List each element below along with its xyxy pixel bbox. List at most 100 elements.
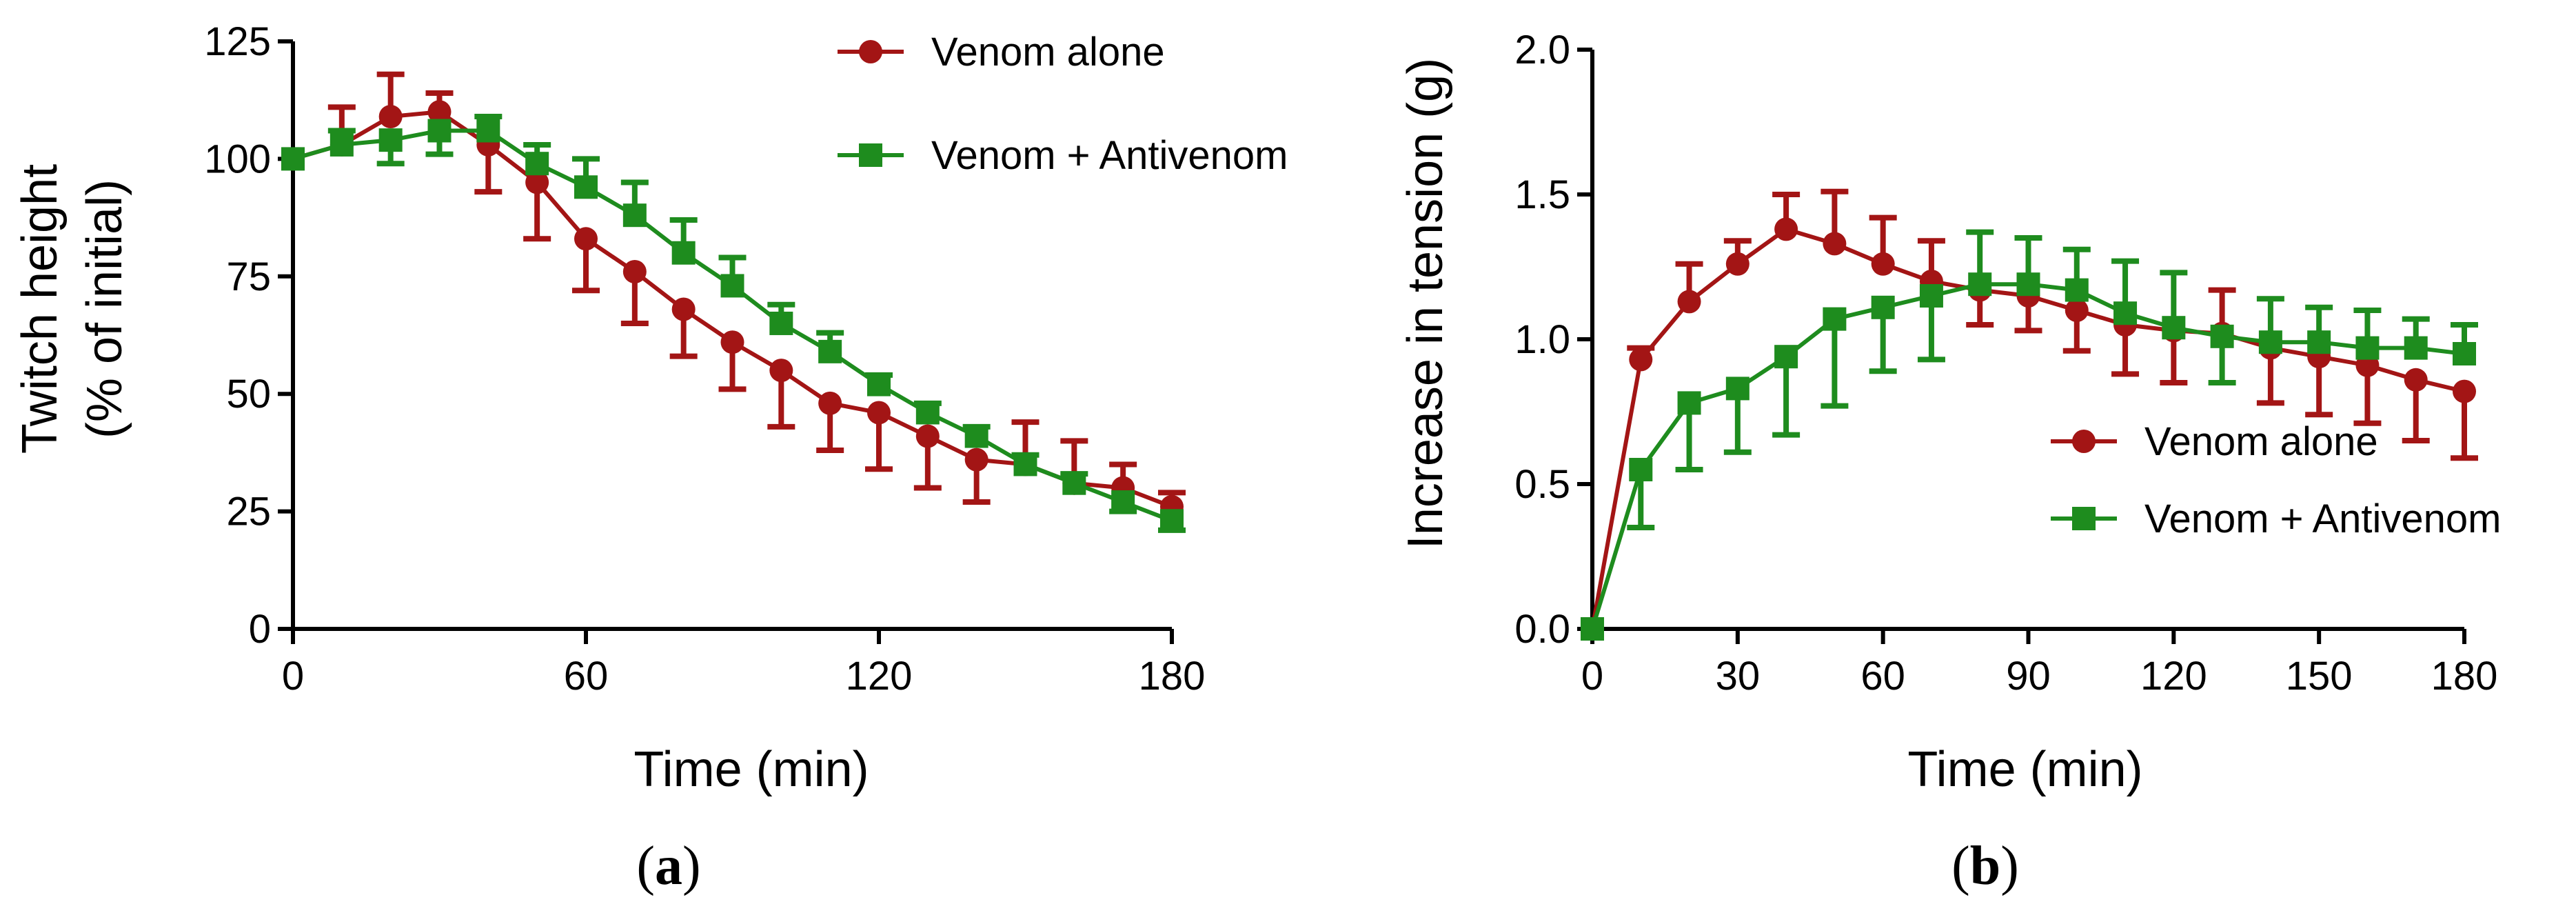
panel-a-y-axis-title-line2: (% of initial) [77, 179, 132, 439]
panel-b-data-point-venom-antivenom [2453, 342, 2476, 365]
panel-b-data-point-venom-antivenom [1581, 617, 1604, 641]
panel-b-series-venom-antivenom [1581, 229, 2478, 641]
panel-a-data-point-venom-alone [818, 391, 842, 415]
panel-a-label: (a) [636, 836, 700, 896]
panel-b-y-axis-title: Increase in tension (g) [1398, 58, 1453, 549]
panel-a-data-point-venom-antivenom [671, 241, 696, 265]
panel-a-x-axis-title: Time (min) [633, 742, 869, 797]
panel-a-axes: 0 25 50 75 100 125 0 60 120 180 [204, 19, 1205, 699]
panel-b-data-point-venom-antivenom [2307, 330, 2331, 354]
panel-a-data-point-venom-antivenom [769, 311, 793, 335]
panel-a-data-point-venom-alone [427, 100, 452, 124]
panel-b-y-tick-label: 1.5 [1514, 172, 1570, 217]
panel-b-data-point-venom-antivenom [1871, 295, 1895, 319]
panel-b-x-tick-label: 90 [2006, 654, 2051, 699]
panel-a-axis-titles: Time (min) Twitch height (% of initial) [12, 164, 869, 797]
panel-b-data-point-venom-antivenom [2065, 278, 2089, 302]
panel-a-label-open: ( [636, 836, 655, 896]
panel-b-x-tick-label: 30 [1716, 654, 1761, 699]
panel-a-data-point-venom-antivenom [622, 203, 647, 228]
panel-a-data-point-venom-antivenom [378, 128, 403, 152]
panel-b-legend-label-venom-antivenom: Venom + Antivenom [2144, 496, 2502, 541]
panel-a-data-point-venom-antivenom [329, 132, 354, 157]
panel-b-legend-marker-venom-antivenom [2072, 507, 2096, 530]
panel-b-data-point-venom-antivenom [1968, 272, 1992, 297]
panel-b-axis-titles: Time (min) Increase in tension (g) [1398, 58, 2143, 797]
panel-b-x-axis-title: Time (min) [1907, 742, 2142, 797]
panel-b-data-point-venom-alone [1677, 290, 1701, 314]
panel-a-data-point-venom-antivenom [525, 152, 549, 176]
panel-b-data-point-venom-alone [1774, 217, 1798, 241]
panel-b-data-point-venom-alone [2065, 299, 2089, 322]
panel-a-data-point-venom-alone [574, 227, 598, 251]
panel-b-data-point-venom-antivenom [2113, 301, 2138, 325]
panel-b-data-point-venom-antivenom [1725, 377, 1750, 401]
panel-b-data-point-venom-antivenom [2355, 336, 2380, 360]
panel-a-x-tick-label: 0 [282, 654, 304, 699]
panel-b-x-tick-label: 120 [2140, 654, 2207, 699]
panel-a-data-point-venom-antivenom [476, 119, 500, 143]
panel-a-y-tick-label: 100 [204, 137, 271, 181]
panel-a-data-point-venom-antivenom [1111, 490, 1135, 514]
panel-a-series-venom-antivenom [281, 114, 1186, 533]
panel-a-data-point-venom-alone [964, 448, 988, 472]
panel-a-data-point-venom-antivenom [1160, 509, 1184, 533]
panel-a-data-point-venom-alone [622, 259, 647, 283]
panel-a-data-point-venom-antivenom [915, 401, 940, 425]
panel-b-axes: 0.0 0.5 1.0 1.5 2.0 0 30 60 90 120 150 180 [1514, 28, 2497, 699]
panel-b-data-point-venom-antivenom [2404, 336, 2428, 360]
panel-a-legend: Venom alone Venom + Antivenom [838, 30, 1288, 178]
panel-b-data-point-venom-antivenom [1919, 284, 1943, 308]
panel-b-data-point-venom-antivenom [2016, 272, 2040, 297]
panel-a-y-tick-label: 50 [226, 372, 271, 417]
panel-a-data-point-venom-alone [915, 424, 940, 448]
panel-a-data-point-venom-antivenom [281, 147, 305, 171]
panel-b-y-tick-label: 0.5 [1514, 462, 1570, 507]
panel-a-data-point-venom-alone [525, 170, 549, 194]
panel-b-data-point-venom-antivenom [1677, 391, 1701, 415]
panel-a-label-letter: a [655, 836, 682, 896]
panel-b-x-tick-label: 60 [1860, 654, 1905, 699]
panel-b-x-tick-label: 180 [2431, 654, 2498, 699]
panel-b-data-point-venom-alone [1871, 252, 1895, 276]
panel-a-data-point-venom-antivenom [867, 372, 891, 397]
panel-b-data-point-venom-antivenom [1774, 345, 1798, 369]
panel-a-x-tick-label: 60 [564, 654, 609, 699]
panel-b-data-point-venom-antivenom [1823, 307, 1847, 331]
panel-a-y-axis-title-line1: Twitch height [12, 164, 68, 454]
panel-b-y-tick-label: 0.0 [1514, 607, 1570, 652]
panel-b-data-point-venom-alone [1629, 348, 1653, 372]
panel-b-data-point-venom-antivenom [1629, 458, 1653, 481]
panel-b-x-tick-label: 150 [2286, 654, 2353, 699]
panel-a-label-close: ) [682, 836, 701, 896]
panel-a-data-point-venom-alone [867, 401, 891, 425]
panel-b-data-point-venom-antivenom [2258, 330, 2282, 354]
panel-b-series-venom-alone [1581, 188, 2478, 641]
panel-a-legend-marker-venom-alone [859, 40, 882, 63]
panel-b-legend-marker-venom-alone [2072, 430, 2096, 453]
panel-a-legend-label-venom-alone: Venom alone [931, 30, 1165, 74]
panel-b-data-point-venom-alone [1823, 232, 1847, 256]
panel-a-chart: Time (min) Twitch height (% of initial) … [12, 19, 1288, 896]
panel-a-data-point-venom-antivenom [818, 339, 842, 363]
panel-a-legend-marker-venom-antivenom [859, 143, 882, 167]
panel-a-data-point-venom-antivenom [1062, 471, 1086, 495]
panel-a-data-point-venom-alone [671, 297, 696, 321]
panel-a-data-point-venom-antivenom [427, 119, 452, 143]
panel-a-x-tick-label: 120 [846, 654, 913, 699]
panel-a-y-tick-label: 75 [226, 254, 271, 299]
panel-a-y-tick-label: 0 [249, 607, 271, 652]
panel-a-y-tick-label: 25 [226, 490, 271, 534]
panel-a-data-point-venom-alone [769, 359, 793, 383]
panel-b-label-close: ) [2000, 836, 2019, 896]
panel-b-x-tick-label: 0 [1581, 654, 1603, 699]
panel-b-data-point-venom-alone [2404, 368, 2428, 392]
panel-b-chart: Time (min) Increase in tension (g) (b) 0… [1398, 28, 2502, 896]
panel-a-data-point-venom-antivenom [1013, 452, 1037, 476]
panel-b-label-open: ( [1951, 836, 1970, 896]
panel-a-data-point-venom-antivenom [964, 424, 988, 448]
panel-a-data-point-venom-antivenom [720, 274, 744, 298]
panel-b-label: (b) [1951, 836, 2019, 896]
panel-b-y-tick-label: 1.0 [1514, 317, 1570, 362]
